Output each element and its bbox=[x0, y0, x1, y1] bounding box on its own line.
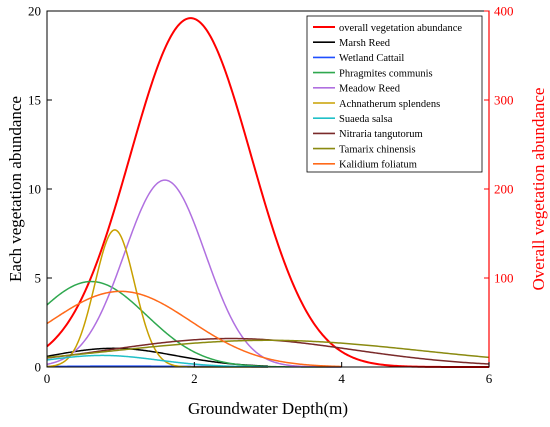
legend: overall vegetation abundance Marsh Reed We… bbox=[306, 15, 483, 173]
y-left-tick-label: 15 bbox=[28, 93, 41, 108]
legend-label: Phragmites communis bbox=[339, 68, 433, 79]
legend-label: Tamarix chinensis bbox=[339, 144, 416, 155]
x-tick-label: 0 bbox=[44, 371, 51, 386]
x-axis-title: Groundwater Depth(m) bbox=[188, 399, 348, 418]
legend-box bbox=[306, 15, 483, 173]
y-right-tick-label: 300 bbox=[494, 93, 514, 108]
y-right-tick-label: 200 bbox=[494, 182, 514, 197]
x-tick-label: 2 bbox=[191, 371, 198, 386]
legend-label: overall vegetation abundance bbox=[339, 23, 462, 34]
series-line-6 bbox=[46, 354, 268, 368]
series-line-4 bbox=[46, 179, 342, 368]
y-right-tick-label: 400 bbox=[494, 4, 514, 19]
y-axis-right-title: Overall vegetation abundance bbox=[529, 88, 548, 291]
x-tick-label: 6 bbox=[486, 371, 493, 386]
legend-label: Meadow Reed bbox=[339, 84, 401, 95]
y-left-tick-label: 20 bbox=[28, 4, 41, 19]
y-left-tick-label: 5 bbox=[35, 271, 42, 286]
legend-label: Marsh Reed bbox=[339, 38, 391, 49]
x-tick-label: 4 bbox=[338, 371, 345, 386]
legend-label: Suaeda salsa bbox=[339, 114, 393, 125]
legend-label: Achnatherum splendens bbox=[339, 99, 440, 110]
y-left-tick-label: 0 bbox=[35, 360, 42, 375]
y-axis-left-title: Each vegetation abundance bbox=[6, 96, 25, 282]
legend-label: Nitraria tangutorum bbox=[339, 129, 423, 140]
y-right-tick-label: 100 bbox=[494, 271, 514, 286]
legend-items: overall vegetation abundance Marsh Reed We… bbox=[313, 23, 462, 171]
legend-label: Kalidium foliatum bbox=[339, 160, 417, 171]
series-line-9 bbox=[46, 290, 342, 368]
ticks-group: 0 2 4 6 0 5 10 15 20 100 200 300 400 bbox=[28, 4, 514, 387]
series-line-8 bbox=[46, 339, 490, 359]
legend-label: Wetland Cattail bbox=[339, 53, 404, 64]
y-left-tick-label: 10 bbox=[28, 182, 41, 197]
